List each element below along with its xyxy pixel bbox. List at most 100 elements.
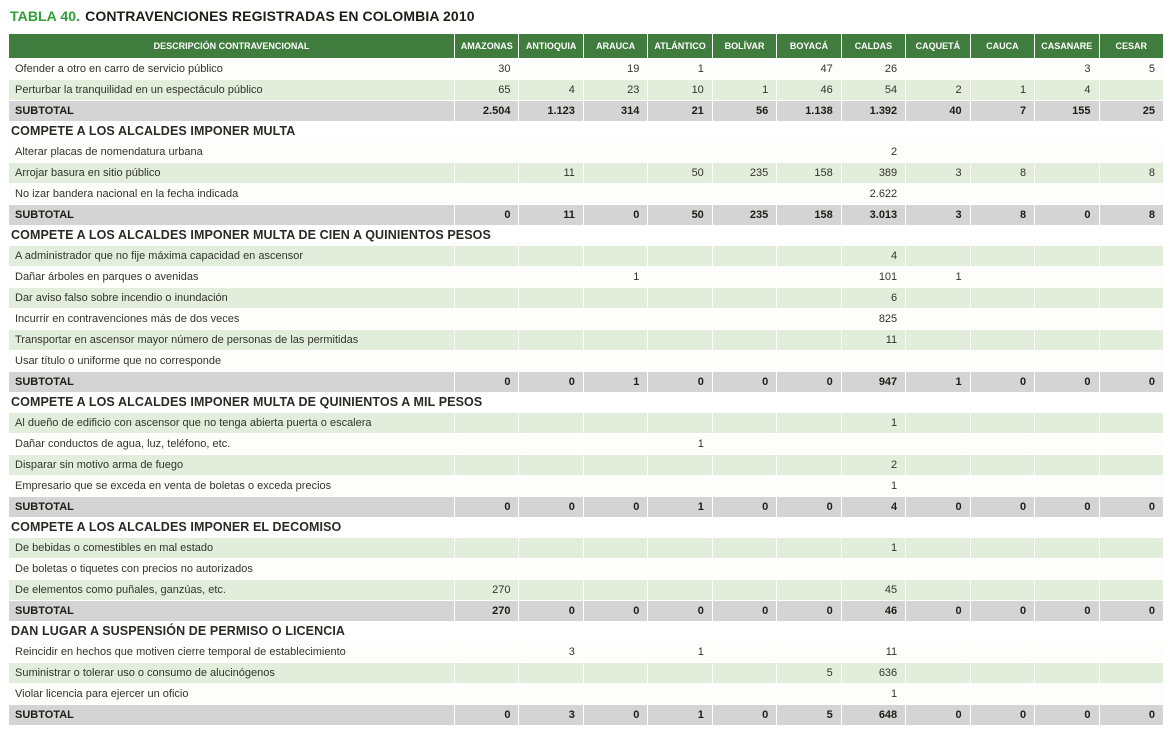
value-cell [905,454,971,476]
value-cell: 23 [582,79,649,101]
section-header-compete-a-los-alcaldes-imponer-el-decomiso: COMPETE A LOS ALCALDES IMPONER EL DECOMI… [8,517,1164,538]
value-cell [776,266,842,288]
value-cell [776,433,842,455]
value-cell [776,412,842,434]
value-cell [776,183,842,205]
value-cell [1098,558,1165,580]
value-cell: 47 [776,58,842,80]
subtotal-value-cell: 25 [1098,100,1165,122]
value-cell: 2.622 [840,183,907,205]
subtotal-label: SUBTOTAL [8,600,455,622]
value-cell: 389 [840,162,907,184]
value-cell [905,537,971,559]
section-header-row: COMPETE A LOS ALCALDES IMPONER EL DECOMI… [8,517,1164,538]
value-cell [1034,433,1100,455]
subtotal-value-cell: 7 [969,100,1036,122]
value-cell [582,537,649,559]
subtotal-value-cell: 0 [518,496,584,518]
value-cell [1098,329,1165,351]
subtotal-value-cell: 0 [453,371,520,393]
value-cell [582,162,649,184]
table-row: Suministrar o tolerar uso o consumo de a… [8,662,1165,684]
column-header-row: DESCRIPCIÓN CONTRAVENCIONAL AMAZONAS ANTIO… [8,33,1165,59]
section-header-dan-lugar-a-suspension-de-permiso-o-licencia: DAN LUGAR A SUSPENSIÓN DE PERMISO O LICE… [8,621,1164,642]
value-cell [582,683,649,705]
value-cell [905,662,971,684]
value-cell [582,579,649,601]
value-cell [518,433,584,455]
value-cell [582,475,649,497]
subtotal-value-cell: 8 [1098,204,1165,226]
subtotal-value-cell: 56 [711,100,778,122]
value-cell [969,266,1036,288]
subtotal-value-cell: 0 [711,600,778,622]
value-cell [518,579,584,601]
value-cell [776,287,842,309]
value-cell: 1 [647,433,713,455]
subtotal-value-cell: 0 [711,496,778,518]
value-cell [905,579,971,601]
value-cell [776,350,842,372]
value-cell [969,558,1036,580]
value-cell [1098,79,1165,101]
subtotal-value-cell: 0 [776,496,842,518]
value-cell [582,183,649,205]
value-cell: 636 [840,662,907,684]
value-cell [776,141,842,163]
value-cell [711,454,778,476]
table-row: Dañar árboles en parques o avenidas 1 101 1 [8,266,1165,288]
subtotal-value-cell: 8 [969,204,1036,226]
subtotal-value-cell: 0 [1034,371,1100,393]
value-cell [1098,287,1165,309]
value-cell [582,141,649,163]
value-cell [711,287,778,309]
subtotal-value-cell: 0 [969,496,1036,518]
value-cell [518,58,584,80]
value-cell [711,683,778,705]
subtotal-value-cell: 0 [776,371,842,393]
value-cell: 1 [711,79,778,101]
row-label: Alterar placas de nomendatura urbana [8,141,455,163]
value-cell [776,641,842,663]
row-label: Perturbar la tranquilidad en un espectác… [8,79,455,101]
value-cell [969,287,1036,309]
subtotal-label: SUBTOTAL [8,704,455,726]
subtotal-row: SUBTOTAL 0 11 0 50 235 158 3.013 3 8 0 8 [8,204,1165,226]
value-cell: 8 [1098,162,1165,184]
row-label: Ofender a otro en carro de servicio públ… [8,58,455,80]
row-label: A administrador que no fije máxima capac… [8,245,455,267]
row-label: No izar bandera nacional en la fecha ind… [8,183,455,205]
value-cell [453,683,520,705]
value-cell: 1 [905,266,971,288]
row-label: Violar licencia para ejercer un oficio [8,683,455,705]
subtotal-value-cell: 235 [711,204,778,226]
value-cell: 825 [840,308,907,330]
subtotal-value-cell: 0 [711,371,778,393]
value-cell [647,308,713,330]
value-cell: 65 [453,79,520,101]
value-cell: 270 [453,579,520,601]
value-cell [969,579,1036,601]
value-cell [453,641,520,663]
row-label: Arrojar basura en sitio público [8,162,455,184]
value-cell: 5 [1098,58,1165,80]
value-cell [969,662,1036,684]
value-cell [647,558,713,580]
value-cell [1098,454,1165,476]
value-cell [518,308,584,330]
table-row: Alterar placas de nomendatura urbana 2 [8,141,1165,163]
value-cell [711,350,778,372]
value-cell [582,433,649,455]
subtotal-row: SUBTOTAL 0 3 0 1 0 5 648 0 0 0 0 [8,704,1165,726]
subtotal-value-cell: 3 [905,204,971,226]
value-cell [518,683,584,705]
value-cell: 30 [453,58,520,80]
value-cell [711,412,778,434]
value-cell [582,662,649,684]
value-cell [1098,266,1165,288]
value-cell [582,308,649,330]
value-cell [711,266,778,288]
section-header-compete-a-los-alcaldes-imponer-multa-de-quinientos-a-mil-pesos: COMPETE A LOS ALCALDES IMPONER MULTA DE … [8,392,1164,413]
table-row: Al dueño de edificio con ascensor que no… [8,412,1165,434]
subtotal-value-cell: 0 [582,204,649,226]
